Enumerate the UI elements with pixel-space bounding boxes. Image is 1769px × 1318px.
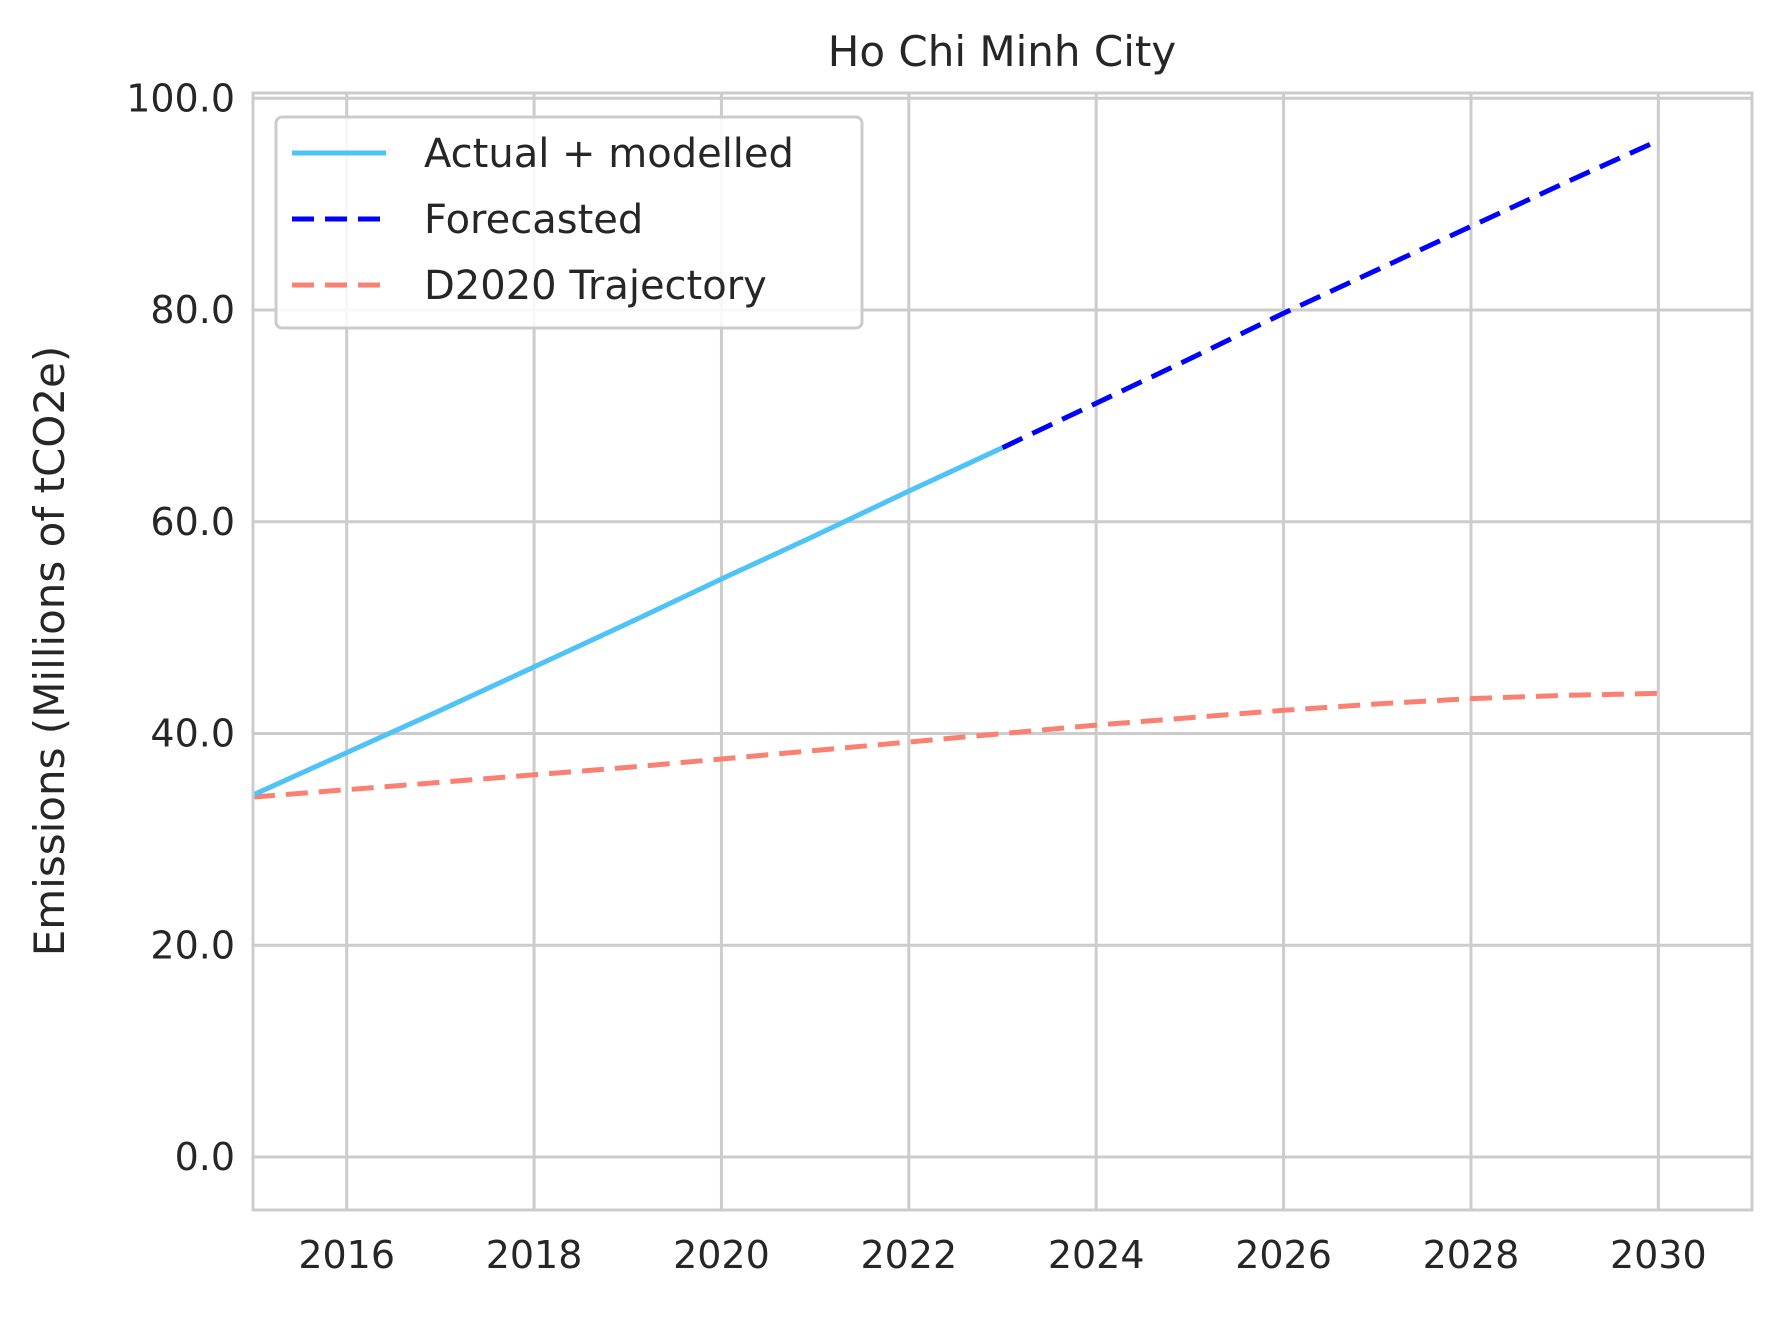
series-line-actual-modelled — [251, 445, 1004, 798]
y-tick-label: 100.0 — [126, 76, 235, 120]
legend-label: D2020 Trajectory — [424, 263, 767, 309]
legend-box — [274, 115, 864, 330]
x-tick-label: 2016 — [298, 1233, 395, 1277]
series-line-d2020-trajectory — [252, 690, 1659, 800]
legend-label: Actual + modelled — [424, 131, 794, 177]
grid-lines — [253, 93, 1752, 1210]
y-tick-label: 20.0 — [150, 923, 235, 967]
y-tick-label: 80.0 — [150, 288, 235, 332]
y-axis-title: Emissions (Millions of tCO2e) — [25, 346, 74, 957]
x-tick-label: 2024 — [1048, 1233, 1145, 1277]
x-tick-label: 2028 — [1423, 1233, 1520, 1277]
y-tick-label: 0.0 — [175, 1135, 235, 1179]
x-tick-label: 2020 — [673, 1233, 770, 1277]
plot-frame — [251, 91, 1754, 1212]
legend: Actual + modelled Forecasted D2020 Traject… — [274, 115, 864, 330]
legend-label: Forecasted — [424, 197, 643, 243]
x-tick-label: 2018 — [486, 1233, 583, 1277]
series-line-forecasted — [1001, 138, 1660, 450]
series-lines — [251, 138, 1660, 800]
x-tick-label: 2026 — [1235, 1233, 1332, 1277]
y-tick-label: 40.0 — [150, 712, 235, 756]
tick-labels: 2016 2018 2020 2022 2024 2026 2028 2030 0.0 20.0 4… — [126, 76, 1706, 1277]
x-tick-label: 2030 — [1610, 1233, 1707, 1277]
y-tick-label: 60.0 — [150, 500, 235, 544]
chart-title: Ho Chi Minh City — [828, 27, 1176, 76]
legend-items: Actual + modelled Forecasted D2020 Traject… — [292, 131, 794, 309]
x-tick-label: 2022 — [860, 1233, 957, 1277]
